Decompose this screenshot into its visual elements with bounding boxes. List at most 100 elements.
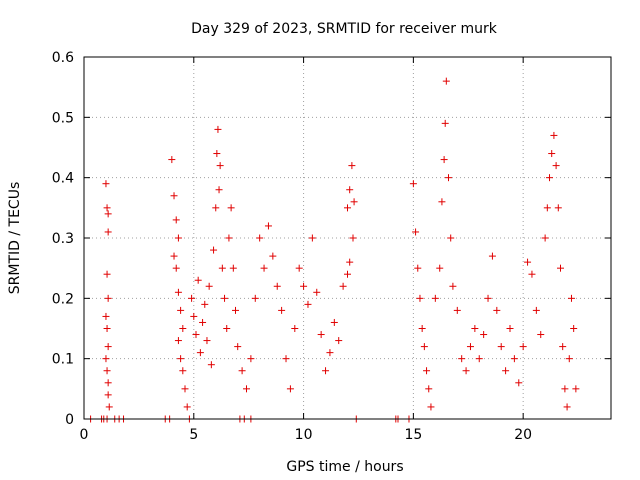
- data-point: [524, 258, 532, 266]
- data-point: [480, 331, 488, 339]
- y-tick-label: 0.3: [52, 231, 74, 247]
- data-point: [409, 180, 417, 188]
- data-point: [104, 210, 112, 218]
- data-point: [238, 367, 246, 375]
- data-point: [449, 282, 457, 290]
- data-point: [190, 312, 198, 320]
- data-point: [515, 379, 523, 387]
- data-point: [570, 325, 578, 332]
- data-point: [348, 162, 356, 170]
- data-point: [278, 306, 286, 314]
- data-point: [453, 306, 461, 314]
- data-point: [177, 355, 185, 363]
- plot-frame: [83, 56, 612, 420]
- data-point: [188, 294, 196, 302]
- data-point: [420, 343, 428, 351]
- data-point: [196, 349, 204, 357]
- data-point: [475, 355, 483, 363]
- data-point: [548, 150, 556, 158]
- data-point: [552, 162, 560, 170]
- data-point: [519, 343, 527, 351]
- data-point: [181, 385, 189, 393]
- data-point: [532, 306, 540, 314]
- data-point: [179, 367, 187, 375]
- data-point: [442, 77, 450, 85]
- data-point: [102, 312, 110, 320]
- data-point: [322, 367, 330, 375]
- data-points: [87, 77, 580, 423]
- data-point: [170, 252, 178, 260]
- data-point: [282, 355, 290, 363]
- data-point: [234, 343, 242, 351]
- data-point: [172, 216, 180, 224]
- data-point: [203, 337, 211, 345]
- data-point: [330, 318, 338, 326]
- data-point: [242, 385, 250, 393]
- data-point: [102, 180, 110, 188]
- x-tick-label: 10: [295, 427, 313, 443]
- data-point: [441, 119, 449, 127]
- data-point: [170, 192, 178, 200]
- data-point: [497, 343, 505, 351]
- data-point: [556, 264, 564, 272]
- data-point: [412, 228, 420, 236]
- data-point: [528, 270, 536, 278]
- y-tick-label: 0: [65, 412, 74, 428]
- data-point: [174, 288, 182, 296]
- data-point: [291, 325, 299, 332]
- data-point: [488, 252, 496, 260]
- data-point: [104, 228, 112, 236]
- data-point: [346, 258, 354, 266]
- data-point: [313, 288, 321, 296]
- x-tick-label: 5: [189, 427, 198, 443]
- data-point: [172, 264, 180, 272]
- data-point: [295, 264, 303, 272]
- data-point: [207, 361, 215, 369]
- x-tick-label: 0: [80, 427, 89, 443]
- data-point: [215, 186, 223, 194]
- data-point: [427, 403, 435, 411]
- data-point: [565, 355, 573, 363]
- data-point: [350, 198, 358, 206]
- data-point: [447, 234, 455, 242]
- data-point: [502, 367, 510, 375]
- data-point: [308, 234, 316, 242]
- data-point: [177, 306, 185, 314]
- data-point: [300, 282, 308, 290]
- data-point: [205, 282, 213, 290]
- data-point: [229, 264, 237, 272]
- data-point: [192, 331, 200, 339]
- data-point: [247, 355, 255, 363]
- data-point: [572, 385, 580, 393]
- data-point: [546, 174, 554, 182]
- data-point: [168, 156, 176, 164]
- data-point: [273, 282, 281, 290]
- data-point: [174, 234, 182, 242]
- data-point: [103, 367, 111, 375]
- data-point: [103, 325, 111, 332]
- data-point: [541, 234, 549, 242]
- data-point: [104, 294, 112, 302]
- data-point: [232, 306, 240, 314]
- x-tick-label: 15: [404, 427, 422, 443]
- data-point: [260, 264, 268, 272]
- data-point: [445, 174, 453, 182]
- y-axis-label: SRMTID / TECUs: [7, 182, 23, 295]
- data-point: [304, 300, 312, 308]
- data-point: [223, 325, 231, 332]
- y-tick-label: 0.6: [52, 50, 74, 66]
- data-point: [269, 252, 277, 260]
- data-point: [567, 294, 575, 302]
- data-point: [346, 186, 354, 194]
- data-point: [104, 343, 112, 351]
- data-point: [537, 331, 545, 339]
- data-point: [506, 325, 514, 332]
- grid: [84, 57, 611, 419]
- data-point: [493, 306, 501, 314]
- data-point: [183, 403, 191, 411]
- data-point: [210, 246, 218, 254]
- data-point: [440, 156, 448, 164]
- data-point: [559, 343, 567, 351]
- data-point: [212, 204, 220, 212]
